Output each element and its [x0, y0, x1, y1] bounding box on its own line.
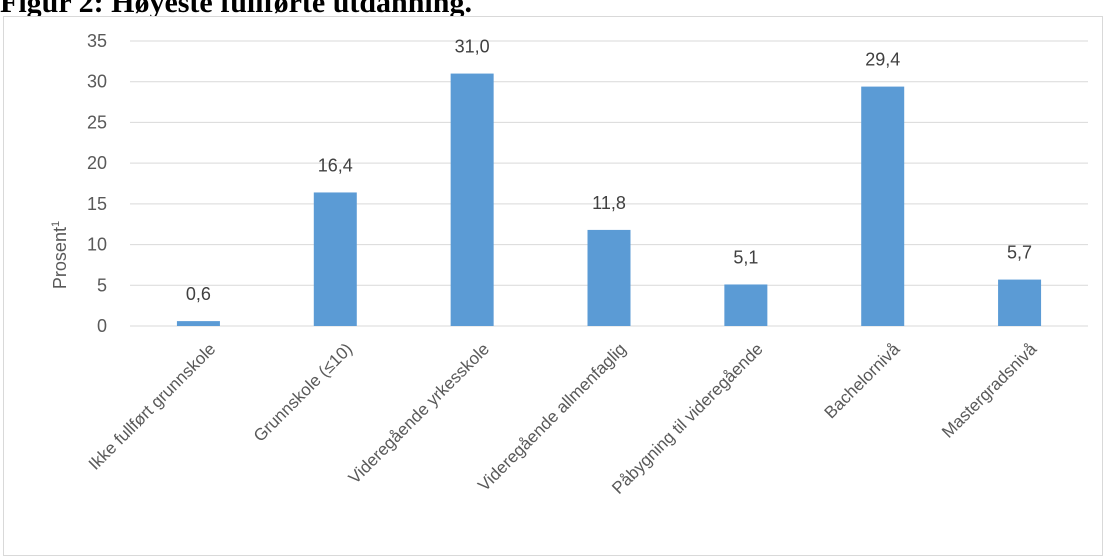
- x-tick-label: Grunnskole (≤10): [250, 339, 356, 445]
- data-label: 5,7: [1007, 243, 1032, 263]
- y-tick-label: 0: [97, 316, 107, 336]
- data-label: 29,4: [865, 50, 900, 70]
- y-tick-label: 35: [87, 31, 107, 51]
- bar: [861, 86, 905, 326]
- bar: [587, 229, 631, 326]
- y-tick-label: 20: [87, 153, 107, 173]
- x-tick-label: Påbygning til videregående: [608, 339, 766, 497]
- chart-frame: [3, 16, 1103, 556]
- data-label: 31,0: [455, 37, 490, 57]
- x-tick-label: Videregående yrkesskole: [345, 339, 493, 487]
- y-axis-title: Prosent1: [50, 221, 70, 289]
- bar: [176, 321, 220, 326]
- x-tick-label: Videregående allmenfaglig: [474, 339, 630, 495]
- y-tick-label: 5: [97, 275, 107, 295]
- y-tick-label: 15: [87, 194, 107, 214]
- x-tick-label: Bachelornivå: [821, 339, 904, 422]
- bar: [998, 279, 1042, 326]
- y-tick-label: 10: [87, 235, 107, 255]
- data-label: 16,4: [318, 155, 353, 175]
- bar: [450, 73, 494, 326]
- x-tick-labels: Ikke fullført grunnskole Grunnskole (≤10)…: [85, 339, 1041, 498]
- y-tick-labels: 0 5 10 15 20 25 30 35: [87, 31, 107, 336]
- data-labels: 0,6 16,4 31,0 11,8 5,1 29,4 5,7: [186, 37, 1032, 305]
- data-label: 5,1: [733, 247, 758, 267]
- x-tick-label: Ikke fullført grunnskole: [85, 339, 219, 473]
- y-axis-title-text: Prosent: [50, 227, 70, 289]
- y-tick-label: 30: [87, 72, 107, 92]
- bar: [313, 192, 357, 326]
- y-tick-label: 25: [87, 112, 107, 132]
- bar: [724, 284, 768, 326]
- figure-title: Figur 2: Høyeste fullførte utdanning.: [0, 0, 472, 19]
- data-label: 0,6: [186, 284, 211, 304]
- x-tick-label: Mastergradsnivå: [938, 339, 1041, 442]
- bars: [176, 73, 1042, 326]
- data-label: 11,8: [592, 193, 626, 213]
- y-axis-title-superscript: 1: [50, 221, 62, 227]
